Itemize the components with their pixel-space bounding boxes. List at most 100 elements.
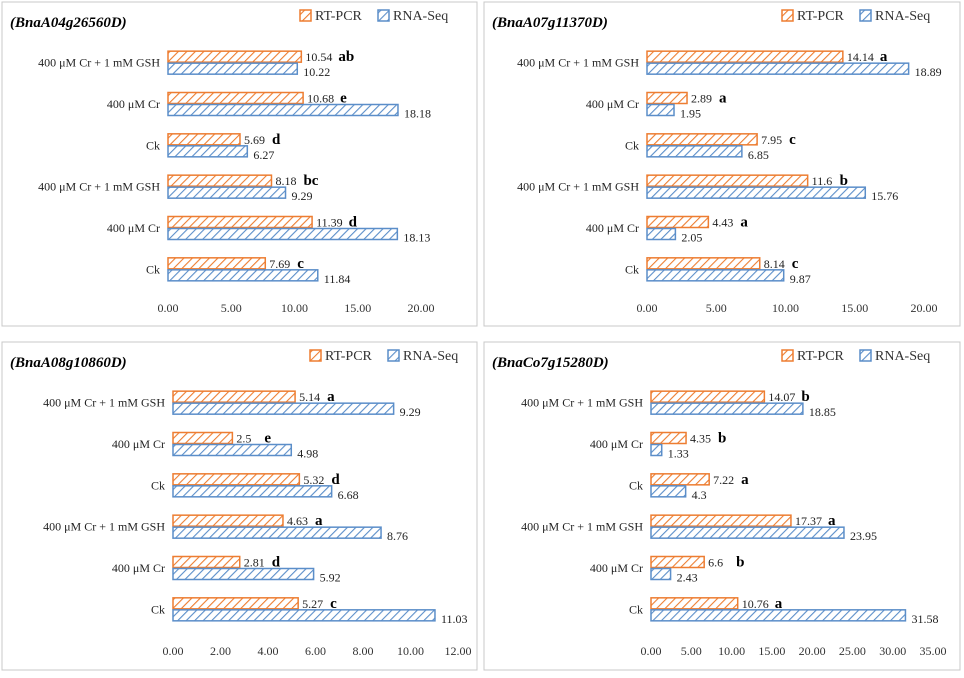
- value-label-rna-seq: 6.68: [338, 488, 359, 502]
- significance-letter: c: [297, 256, 304, 272]
- bar-rna-seq: [167, 145, 249, 158]
- value-label-rt-pcr: 5.69: [244, 133, 265, 147]
- significance-letter: b: [718, 431, 726, 447]
- legend-swatch-rt-pcr: [299, 9, 312, 22]
- value-label-rna-seq: 6.85: [748, 148, 769, 162]
- value-label-rt-pcr: 7.69: [269, 257, 290, 271]
- bar-rna-seq: [646, 186, 867, 199]
- significance-letter: d: [349, 215, 358, 231]
- bar-rt-pcr: [650, 555, 705, 569]
- value-label-rna-seq: 18.85: [809, 405, 836, 419]
- value-label-rna-seq: 4.98: [297, 447, 318, 461]
- legend-label-rna-seq: RNA-Seq: [875, 349, 930, 364]
- significance-letter: e: [340, 91, 347, 107]
- bar-rna-seq: [167, 103, 399, 117]
- significance-letter: a: [315, 513, 323, 529]
- value-label-rt-pcr: 11.39: [316, 216, 343, 230]
- category-label: 400 μM Cr + 1 mM GSH: [38, 180, 160, 194]
- value-label-rt-pcr: 7.95: [761, 133, 782, 147]
- value-label-rna-seq: 8.76: [387, 529, 408, 543]
- panel-bnaa07g11370d: (BnaA07g11370D) RT-PCR RNA-Seq 0.00 5.00 10.0…: [483, 1, 961, 327]
- bar-rt-pcr: [167, 91, 304, 105]
- bar-rna-seq: [650, 443, 663, 457]
- category-label: Ck: [146, 262, 160, 276]
- x-tick-label: 10.00: [772, 301, 799, 315]
- significance-letter: c: [330, 596, 337, 612]
- bar-rt-pcr: [646, 257, 761, 270]
- value-label-rt-pcr: 4.43: [712, 216, 733, 230]
- panel-bnaco7g15280d: (BnaCo7g15280D) RT-PCR RNA-Seq 0.00 5.00 10.0…: [483, 341, 961, 671]
- significance-letter: d: [272, 555, 281, 571]
- bar-rna-seq: [650, 567, 672, 581]
- bar-rna-seq: [172, 485, 333, 498]
- value-label-rna-seq: 11.03: [441, 612, 468, 626]
- significance-letter: b: [801, 389, 809, 405]
- x-tick-label: 8.00: [353, 644, 374, 658]
- legend-label-rt-pcr: RT-PCR: [797, 9, 845, 24]
- bar-rna-seq: [167, 62, 299, 75]
- value-label-rna-seq: 1.33: [668, 447, 689, 461]
- value-label-rna-seq: 6.27: [253, 148, 274, 162]
- x-tick-label: 20.00: [799, 644, 826, 658]
- value-label-rt-pcr: 8.14: [764, 257, 785, 271]
- category-label: Ck: [629, 602, 643, 616]
- x-tick-label: 10.00: [718, 644, 745, 658]
- bar-rt-pcr: [167, 215, 313, 229]
- category-label: 400 μM Cr: [107, 221, 160, 235]
- x-tick-label: 0.00: [158, 301, 179, 315]
- value-label-rna-seq: 4.3: [692, 488, 707, 502]
- bar-rt-pcr: [172, 514, 284, 527]
- value-label-rna-seq: 23.95: [850, 529, 877, 543]
- bar-rt-pcr: [646, 91, 688, 105]
- value-label-rt-pcr: 10.76: [742, 597, 769, 611]
- significance-letter: c: [792, 256, 799, 272]
- category-label: 400 μM Cr + 1 mM GSH: [521, 520, 643, 534]
- chart-title: (BnaCo7g15280D): [492, 355, 609, 371]
- value-label-rna-seq: 31.58: [911, 612, 938, 626]
- x-tick-label: 25.00: [839, 644, 866, 658]
- legend-label-rt-pcr: RT-PCR: [315, 9, 363, 24]
- x-tick-label: 20.00: [408, 301, 435, 315]
- x-tick-label: 15.00: [758, 644, 785, 658]
- value-label-rna-seq: 1.95: [680, 107, 701, 121]
- value-label-rt-pcr: 17.37: [795, 514, 822, 528]
- category-label: 400 μM Cr + 1 mM GSH: [517, 180, 639, 194]
- value-label-rna-seq: 9.87: [790, 272, 811, 286]
- bar-rna-seq: [646, 103, 675, 117]
- value-label-rt-pcr: 11.6: [812, 174, 833, 188]
- value-label-rt-pcr: 6.6: [708, 556, 723, 570]
- bar-rt-pcr: [650, 514, 792, 527]
- significance-letter: a: [327, 389, 335, 405]
- x-tick-label: 4.00: [258, 644, 279, 658]
- value-label-rt-pcr: 10.68: [307, 92, 334, 106]
- value-label-rna-seq: 18.89: [915, 65, 942, 79]
- value-label-rt-pcr: 5.27: [302, 597, 323, 611]
- bar-rt-pcr: [172, 390, 296, 403]
- category-label: Ck: [625, 138, 639, 152]
- category-label: Ck: [629, 478, 643, 492]
- value-label-rna-seq: 11.84: [324, 272, 351, 286]
- chart-title: (BnaA04g26560D): [10, 15, 127, 31]
- bar-rt-pcr: [650, 431, 687, 445]
- significance-letter: a: [828, 513, 836, 529]
- bar-rt-pcr: [167, 133, 241, 146]
- bar-rna-seq: [172, 402, 395, 415]
- category-label: 400 μM Cr: [590, 437, 643, 451]
- bar-rna-seq: [172, 609, 436, 622]
- bar-rna-seq: [167, 186, 287, 199]
- significance-letter: a: [775, 596, 783, 612]
- value-label-rna-seq: 5.92: [320, 571, 341, 585]
- category-label: Ck: [146, 138, 160, 152]
- x-tick-label: 2.00: [210, 644, 231, 658]
- value-label-rt-pcr: 14.14: [847, 50, 874, 64]
- bar-rt-pcr: [650, 390, 766, 403]
- bar-rna-seq: [650, 526, 845, 539]
- value-label-rt-pcr: 10.54: [305, 50, 332, 64]
- significance-letter: b: [736, 555, 744, 571]
- legend-label-rna-seq: RNA-Seq: [393, 9, 448, 24]
- panel-bnaa04g26560d: (BnaA04g26560D) RT-PCR RNA-Seq 0.00 5.00 10.0…: [1, 1, 478, 327]
- bar-rna-seq: [646, 145, 743, 158]
- bar-rt-pcr: [650, 473, 710, 486]
- significance-letter: d: [331, 472, 340, 488]
